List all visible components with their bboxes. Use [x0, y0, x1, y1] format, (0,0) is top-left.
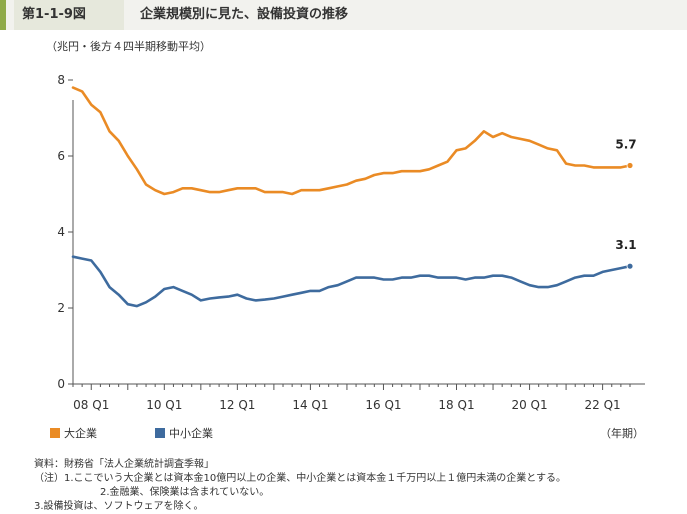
x-tick-label: 18 Q1 — [438, 398, 474, 412]
note-source: 資料：財務省「法人企業統計調査季報」 — [34, 459, 214, 470]
y-tick-label: 6 — [57, 149, 65, 163]
x-tick-label: 10 Q1 — [146, 398, 182, 412]
y-tick-label: 0 — [57, 377, 65, 391]
x-tick-label: 20 Q1 — [511, 398, 547, 412]
chart-plot-area: 5.7 3.1 — [71, 86, 637, 308]
legend-label-small: 中小企業 — [169, 427, 213, 440]
x-tick-label: 14 Q1 — [292, 398, 328, 412]
x-unit-label: （年期） — [600, 427, 644, 440]
y-tick-label: 4 — [57, 225, 65, 239]
series-end-label-0: 5.7 — [615, 138, 636, 152]
y-tick-label: 8 — [57, 73, 65, 87]
series-end-point-1 — [626, 262, 634, 270]
x-tick-label: 16 Q1 — [365, 398, 401, 412]
series-line-1 — [71, 255, 632, 308]
y-unit-label: （兆円・後方４四半期移動平均） — [46, 40, 211, 53]
x-tick-label: 12 Q1 — [219, 398, 255, 412]
x-tick-label: 22 Q1 — [585, 398, 621, 412]
legend-swatch-small — [155, 428, 165, 438]
header-accent-bar — [0, 0, 6, 30]
series-end-label-1: 3.1 — [615, 238, 636, 252]
notes: 資料：財務省「法人企業統計調査季報」 （注）1.ここでいう大企業とは資本金10億… — [34, 458, 566, 514]
legend-swatch-large — [50, 428, 60, 438]
figure-header: 第1-1-9図 企業規模別に見た、設備投資の推移 — [0, 0, 687, 30]
chart-axes: 0 2 4 6 8 08 Q1 10 Q1 12 Q1 14 Q1 16 Q1 18 Q1 20 Q1… — [57, 73, 645, 412]
y-tick-label: 2 — [57, 301, 65, 315]
legend-label-large: 大企業 — [64, 427, 97, 440]
legend-item-small: 中小企業 — [155, 425, 213, 441]
note-3: 3.設備投資は、ソフトウェアを除く。 — [34, 501, 204, 512]
series-end-point-0 — [626, 162, 634, 169]
legend-item-large: 大企業 — [50, 425, 97, 441]
figure-title: 企業規模別に見た、設備投資の推移 — [140, 7, 349, 22]
series-line-0 — [71, 86, 632, 196]
note-2: 2.金融業、保険業は含まれていない。 — [100, 487, 270, 498]
figure-number: 第1-1-9図 — [14, 0, 124, 30]
note-1: （注）1.ここでいう大企業とは資本金10億円以上の企業、中小企業とは資本金１千万… — [34, 473, 566, 484]
x-tick-label: 08 Q1 — [73, 398, 109, 412]
